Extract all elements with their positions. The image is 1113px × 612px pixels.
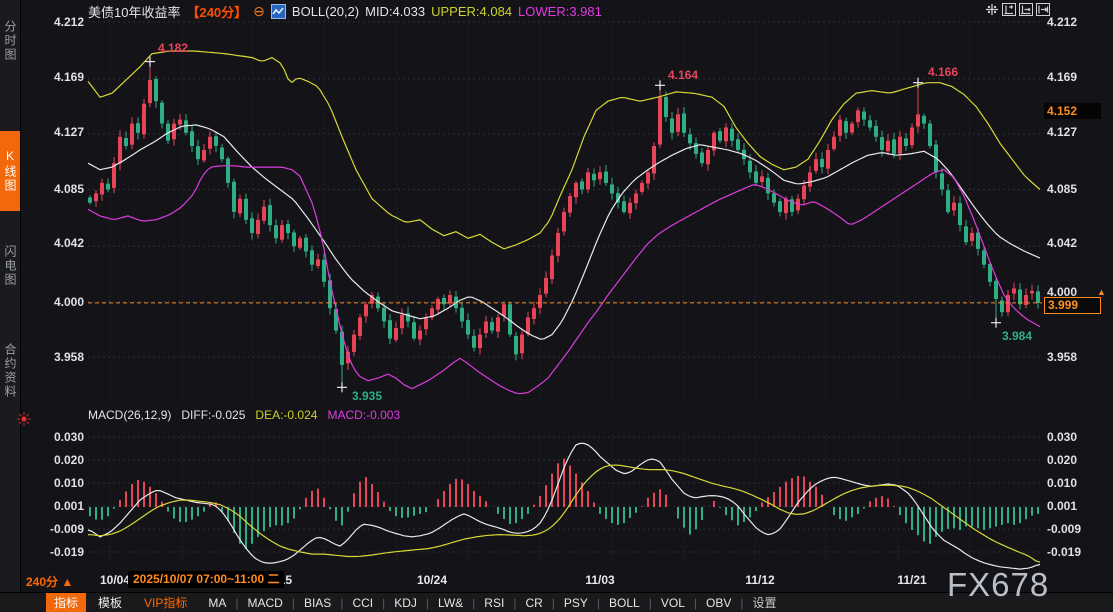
period-tag[interactable]: 【240分】 [186, 4, 248, 20]
price-label-right: 4.085 [1047, 182, 1078, 196]
sidebar-tab-合约资料[interactable]: 合约资料 [3, 343, 17, 399]
toolbar-separator: | [693, 595, 697, 610]
toolbar-item-MACD[interactable]: MACD [247, 595, 283, 610]
macd-axis-label-right: -0.009 [1047, 522, 1082, 536]
macd-axis-label-right: 0.001 [1047, 499, 1078, 513]
macd-axis-label-right: 0.020 [1047, 453, 1078, 467]
toolbar-item-PSY[interactable]: PSY [563, 595, 588, 610]
chart-header: 美债10年收益率 【240分】 ⊖ BOLL(20,2) MID:4.033 U… [88, 2, 602, 20]
toolbar-item-CR[interactable]: CR [525, 595, 543, 610]
shift-right-icon[interactable] [1036, 3, 1050, 16]
toolbar-item-BIAS[interactable]: BIAS [303, 595, 332, 610]
toolbar-separator: | [291, 595, 295, 610]
price-label-right: 3.958 [1047, 350, 1078, 364]
price-annotation: 3.984 [1002, 329, 1032, 343]
price-label-right: 4.212 [1047, 15, 1078, 29]
boll-lower-value: LOWER:3.981 [518, 3, 602, 19]
toolbar-item-BOLL[interactable]: BOLL [609, 595, 640, 610]
price-label-left: 4.169 [53, 70, 84, 84]
x-axis-label: 11/03 [585, 573, 615, 587]
toolbar-item-模板[interactable]: 模板 [98, 596, 123, 610]
toolbar-separator: | [551, 595, 555, 610]
price-annotation: 4.182 [158, 41, 188, 55]
price-label-left: 3.958 [53, 350, 84, 364]
macd-macd-value: MACD:-0.003 [327, 408, 401, 422]
boll-indicator-label: BOLL(20,2) [291, 3, 360, 19]
price-label-left: 4.127 [53, 125, 84, 139]
sidebar-tab-闪电图[interactable]: 闪电图 [3, 245, 17, 287]
chart-mode-sidebar: 分时图 K线图闪电图合约资料 [0, 0, 21, 592]
macd-dea-value: DEA:-0.024 [255, 408, 318, 422]
price-label-right: 4.127 [1047, 125, 1078, 139]
price-annotation: 3.935 [352, 389, 382, 403]
price-label-left: 4.000 [53, 295, 84, 309]
x-axis-scale-icon[interactable] [1019, 3, 1033, 16]
toolbar-separator: | [596, 595, 601, 610]
macd-axis-label-left: 0.020 [53, 453, 84, 467]
boll-mid-value: MID:4.033 [365, 3, 426, 19]
toolbar-item-VIP指标[interactable]: VIP指标 [144, 596, 188, 610]
toolbar-separator: | [425, 595, 430, 610]
toolbar-separator: | [513, 595, 517, 610]
x-axis-label: 11/12 [745, 573, 775, 587]
red-sun-icon[interactable] [17, 412, 31, 426]
toolbar-separator: | [235, 595, 239, 610]
chart-type-icon[interactable] [270, 3, 286, 19]
price-label-left: 4.042 [53, 236, 84, 250]
crosshair-time-tooltip: 2025/10/07 07:00~11:00 二 [128, 571, 285, 588]
chart-toolbar-icons [985, 3, 1050, 16]
price-label-right: 4.042 [1047, 236, 1078, 250]
price-annotation: 4.164 [668, 68, 698, 82]
toolbar-separator: | [740, 595, 744, 610]
price-annotation: 4.166 [928, 65, 958, 79]
x-axis-label: 10/24 [416, 573, 448, 587]
toolbar-item-RSI[interactable]: RSI [484, 595, 505, 610]
toolbar-item-LW&[interactable]: LW& [438, 595, 464, 610]
toolbar-item-KDJ[interactable]: KDJ [394, 595, 417, 610]
sidebar-tab-分时图[interactable]: 分时图 [3, 20, 17, 62]
macd-axis-label-right: -0.019 [1047, 545, 1082, 559]
x-axis-label: 11/21 [897, 573, 927, 587]
price-label-right: 4.000 [1047, 285, 1078, 299]
collapse-indicator-icon[interactable]: ⊖ [253, 2, 265, 19]
last-price-box: 3.999 [1044, 297, 1101, 314]
macd-axis-label-right: 0.010 [1047, 476, 1078, 490]
period-selector[interactable]: 240分 ▲ [26, 575, 74, 589]
y-axis-scale-icon[interactable] [1002, 3, 1016, 16]
macd-axis-label-left: -0.019 [49, 545, 84, 559]
sidebar-tab-K线图[interactable]: K线图 [0, 131, 20, 211]
price-up-arrow-icon: ▲ [1097, 287, 1106, 297]
toolbar-item-设置[interactable]: 设置 [752, 596, 777, 610]
indicator-toolbar: 指标 模板 VIP指标 MA | MACD | BIAS | CCI | KDJ | LW& | RSI | CR… [0, 592, 1113, 612]
toolbar-item-OBV[interactable]: OBV [706, 595, 732, 610]
toolbar-separator: | [648, 595, 652, 610]
pan-crosshair-icon[interactable] [985, 3, 999, 16]
macd-axis-label-left: 0.001 [53, 499, 84, 513]
macd-label: MACD(26,12,9) [88, 408, 172, 422]
macd-diff-value: DIFF:-0.025 [181, 408, 246, 422]
toolbar-item-VOL[interactable]: VOL [660, 595, 685, 610]
macd-panel-header: MACD(26,12,9) DIFF:-0.025 DEA:-0.024 MAC… [88, 408, 400, 422]
price-label-left: 4.212 [53, 15, 84, 29]
toolbar-item-指标[interactable]: 指标 [46, 593, 87, 612]
toolbar-separator: | [340, 595, 344, 610]
instrument-title: 美债10年收益率 [88, 4, 181, 20]
toolbar-item-CCI[interactable]: CCI [352, 595, 374, 610]
fx678-watermark: FX678 [947, 566, 1050, 603]
macd-axis-label-right: 0.030 [1047, 430, 1078, 444]
boll-upper-value: UPPER:4.084 [431, 3, 513, 19]
toolbar-separator: | [472, 595, 476, 610]
x-axis-label: 10/04 [99, 573, 131, 587]
price-label-right: 4.169 [1047, 70, 1078, 84]
price-label-left: 4.085 [53, 182, 84, 196]
macd-axis-label-left: 0.010 [53, 476, 84, 490]
macd-axis-label-left: -0.009 [49, 522, 84, 536]
toolbar-item-MA[interactable]: MA [208, 595, 227, 610]
macd-axis-label-left: 0.030 [53, 430, 84, 444]
toolbar-separator: | [382, 595, 386, 610]
crosshair-price-box: 4.152 [1044, 103, 1101, 119]
